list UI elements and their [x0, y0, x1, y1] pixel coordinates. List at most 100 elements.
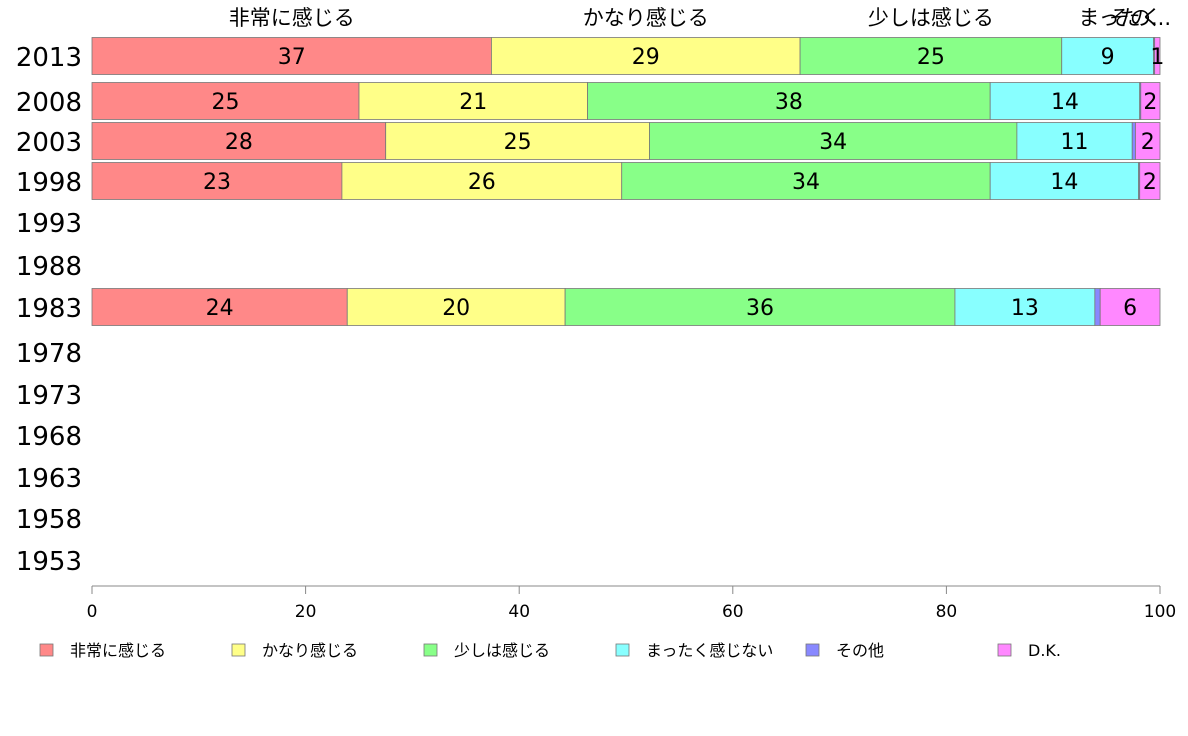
bar-value-label: 14	[1050, 170, 1078, 195]
x-tick-label: 80	[936, 602, 958, 622]
top-series-labels: 非常に感じる かなり感じる 少しは感じる まったくその...	[229, 6, 1171, 30]
y-tick-label: 2013	[16, 43, 82, 73]
bar-segment	[1094, 288, 1101, 326]
bar-value-label: 37	[278, 45, 306, 70]
bar-value-label: 14	[1051, 90, 1079, 115]
legend-label: その他	[836, 641, 884, 660]
legend-swatch	[997, 643, 1012, 657]
bar-segment	[587, 82, 991, 120]
bar-value-label: 29	[632, 45, 660, 70]
bar-value-label: 20	[442, 296, 470, 321]
bar-segment	[1140, 82, 1161, 120]
bar-value-label: 2	[1141, 130, 1155, 155]
bar-segment	[649, 122, 1018, 160]
bar-segment	[91, 288, 348, 326]
bar-segment	[564, 288, 956, 326]
y-tick-label: 1973	[16, 381, 82, 411]
top-series-label: 少しは感じる	[868, 6, 994, 30]
bar-row-2008: 25 21 38 14 2	[91, 82, 1161, 120]
y-tick-label: 1983	[16, 294, 82, 324]
legend-swatch	[39, 643, 54, 657]
bar-segment	[1131, 122, 1136, 160]
bar-value-label: 1	[1150, 45, 1164, 70]
y-axis: 2013 2008 2003 1998 1993 1988 1983 1978 1973 1968…	[16, 43, 82, 577]
legend-item: 少しは感じる	[423, 641, 550, 660]
x-tick-label: 60	[722, 602, 744, 622]
bar-segment	[1135, 122, 1161, 160]
legend-item: D.K.	[997, 641, 1061, 660]
legend-swatch	[231, 643, 246, 657]
y-tick-label: 1978	[16, 339, 82, 369]
legend-label: 非常に感じる	[70, 641, 166, 660]
bar-segment	[91, 122, 387, 160]
bar-segment	[954, 288, 1096, 326]
bar-segment	[385, 122, 650, 160]
bar-segment	[91, 82, 360, 120]
legend-item: その他	[805, 641, 884, 660]
y-tick-label: 1953	[16, 547, 82, 577]
bar-value-label: 28	[225, 130, 253, 155]
y-tick-label: 1958	[16, 505, 82, 535]
bar-row-1983: 24 20 36 13 6	[91, 288, 1161, 326]
bar-segment	[799, 37, 1063, 75]
bar-value-label: 38	[775, 90, 803, 115]
y-tick-label: 2008	[16, 88, 82, 118]
y-tick-label: 1988	[16, 252, 82, 282]
bar-value-label: 25	[917, 45, 945, 70]
legend-item: 非常に感じる	[39, 641, 166, 660]
bar-segment	[989, 82, 1141, 120]
bar-segment	[1139, 162, 1161, 200]
legend-swatch	[423, 643, 438, 657]
bar-value-label: 23	[203, 170, 231, 195]
bar-row-2013: 37 29 25 9 1	[91, 37, 1164, 75]
y-tick-label: 2003	[16, 128, 82, 158]
bar-segment	[1016, 122, 1133, 160]
bar-segment	[1154, 37, 1161, 75]
legend-label: D.K.	[1028, 641, 1061, 660]
top-series-label: かなり感じる	[583, 6, 709, 30]
top-series-label: その...	[1109, 6, 1171, 30]
y-tick-label: 1963	[16, 464, 82, 494]
bar-segment	[346, 288, 566, 326]
legend-label: 少しは感じる	[454, 641, 550, 660]
y-tick-label: 1998	[16, 168, 82, 198]
legend-label: まったく感じない	[646, 641, 773, 660]
legend-item: まったく感じない	[615, 641, 773, 660]
legend-item: かなり感じる	[231, 641, 358, 660]
top-series-label: まったく	[1078, 6, 1161, 30]
legend: 非常に感じる かなり感じる 少しは感じる まったく感じない その他 D.K.	[39, 641, 1061, 660]
bar-value-label: 34	[819, 130, 847, 155]
bar-segment	[1061, 37, 1154, 75]
bar-segment	[989, 162, 1140, 200]
bar-value-label: 6	[1123, 296, 1137, 321]
bar-segment	[621, 162, 991, 200]
bar-value-label: 2	[1143, 170, 1157, 195]
bar-value-label: 11	[1061, 130, 1089, 155]
bar-value-label: 21	[459, 90, 487, 115]
bar-segment	[1099, 288, 1161, 326]
x-tick-label: 40	[508, 602, 530, 622]
legend-label: かなり感じる	[262, 641, 358, 660]
bar-row-2003: 28 25 34 11 2	[91, 122, 1161, 160]
bar-segment	[358, 82, 588, 120]
bar-value-label: 13	[1011, 296, 1039, 321]
x-tick-label: 100	[1144, 602, 1176, 622]
bar-row-1998: 23 26 34 14 2	[91, 162, 1161, 200]
bar-value-label: 2	[1143, 90, 1157, 115]
bar-value-label: 25	[504, 130, 532, 155]
legend-swatch	[805, 643, 820, 657]
bar-value-label: 36	[746, 296, 774, 321]
bars: 37 29 25 9 1 25 21 38 14 2 28 25 34 11 2 23 26 34 14 2 24 20 3…	[91, 37, 1164, 326]
bar-value-label: 34	[792, 170, 820, 195]
y-tick-label: 1968	[16, 422, 82, 452]
bar-value-label: 24	[206, 296, 234, 321]
bar-segment	[91, 37, 492, 75]
x-axis: 0 20 40 60 80 100	[87, 585, 1176, 622]
bar-segment	[341, 162, 623, 200]
bar-value-label: 9	[1101, 45, 1115, 70]
x-tick-label: 20	[295, 602, 317, 622]
top-series-label: 非常に感じる	[229, 6, 355, 30]
bar-value-label: 26	[468, 170, 496, 195]
bar-segment	[491, 37, 801, 75]
